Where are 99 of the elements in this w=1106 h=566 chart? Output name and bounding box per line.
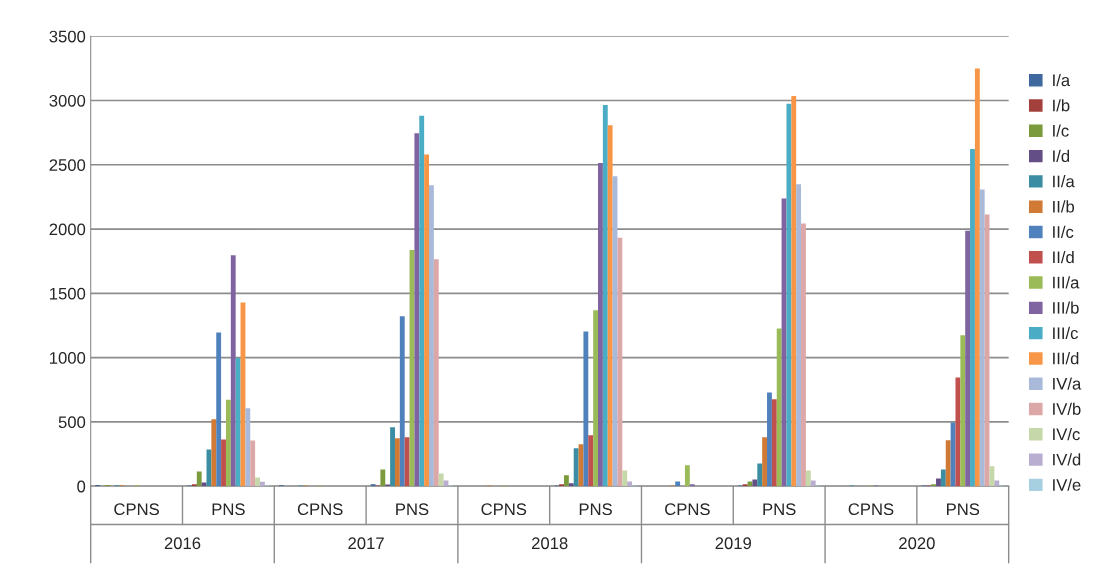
- legend-label: I/b: [1053, 99, 1070, 112]
- bar: [979, 189, 985, 487]
- legend-label: IV/e: [1053, 478, 1081, 491]
- bar: [622, 470, 628, 487]
- bar: [786, 103, 792, 487]
- bar: [573, 448, 579, 487]
- legend-label: II/b: [1053, 200, 1075, 213]
- legend-label: IV/d: [1053, 453, 1081, 466]
- legend-label: IV/a: [1053, 377, 1082, 390]
- bar: [563, 475, 569, 487]
- y-tick-label: 3500: [49, 30, 86, 43]
- bar: [255, 477, 260, 487]
- legend-label: I/a: [1053, 73, 1071, 87]
- bar: [970, 149, 975, 487]
- y-tick-label: 2500: [49, 159, 86, 171]
- bar: [960, 335, 966, 487]
- bar: [810, 480, 816, 487]
- legend-label: II/c: [1053, 225, 1074, 238]
- bar: [767, 392, 772, 487]
- bar: [965, 230, 971, 487]
- x-tick-label: PNS: [579, 503, 612, 516]
- x-tick-label: PNS: [763, 503, 796, 516]
- bar: [568, 483, 574, 487]
- bar: [955, 377, 961, 487]
- bar: [250, 440, 256, 487]
- bar: [433, 259, 439, 487]
- bar: [801, 223, 806, 487]
- bar: [424, 154, 429, 487]
- bar: [752, 479, 758, 487]
- y-tick-label: 2000: [49, 223, 86, 236]
- text: 2016: [164, 537, 201, 550]
- bar: [598, 163, 603, 487]
- legend-label: III/a: [1053, 276, 1080, 289]
- bar: [994, 480, 1000, 487]
- bar: [602, 104, 608, 487]
- text: 2017: [348, 537, 384, 550]
- x-tick-label: PNS: [396, 503, 429, 516]
- bar: [438, 473, 444, 487]
- legend-label: I/d: [1053, 149, 1070, 163]
- y-tick-label: 1000: [50, 352, 86, 364]
- bar: [235, 357, 241, 487]
- bar: [399, 316, 405, 487]
- bar: [390, 427, 395, 487]
- bar: [984, 214, 990, 487]
- bar: [216, 332, 222, 487]
- bar: [380, 469, 386, 487]
- bar: [627, 481, 633, 487]
- y-tick-label: 3000: [49, 94, 86, 107]
- bar: [945, 440, 951, 487]
- y-tick-label: 500: [58, 416, 86, 429]
- bar: [675, 481, 681, 487]
- legend-label: III/d: [1053, 352, 1079, 365]
- bar: [593, 310, 599, 487]
- bar: [196, 471, 202, 487]
- text: 2020: [899, 537, 935, 550]
- bar: [940, 469, 946, 487]
- bar: [796, 184, 802, 487]
- bar: [757, 463, 763, 487]
- bar: [936, 478, 941, 487]
- x-tick-label: CPNS: [481, 503, 527, 516]
- legend-label: I/c: [1053, 124, 1069, 137]
- legend-label: IV/c: [1053, 427, 1080, 441]
- bar: [394, 438, 400, 487]
- bar: [221, 439, 226, 487]
- bar: [419, 115, 425, 487]
- x-tick-label: CPNS: [665, 503, 710, 516]
- bar: [791, 95, 797, 487]
- legend-label: III/c: [1053, 326, 1079, 340]
- bar: [974, 68, 980, 487]
- legend-label: III/b: [1053, 301, 1079, 314]
- x-tick-label: PNS: [947, 503, 980, 516]
- x-tick-label: PNS: [212, 503, 245, 516]
- bar: [607, 125, 613, 487]
- bar: [225, 399, 231, 487]
- bar: [414, 133, 420, 487]
- bar: [684, 465, 690, 487]
- x-tick-label: CPNS: [114, 503, 159, 516]
- bar: [588, 435, 594, 487]
- bar: [583, 331, 589, 487]
- bar: [428, 185, 434, 487]
- bar: [762, 437, 768, 487]
- bar: [245, 408, 251, 487]
- bar: [805, 470, 811, 487]
- bar: [771, 399, 777, 487]
- x-tick-label: CPNS: [848, 503, 894, 516]
- legend-label: IV/b: [1053, 402, 1081, 415]
- x-tick-label: CPNS: [297, 503, 343, 516]
- bar: [404, 437, 410, 487]
- text: 2019: [715, 537, 752, 550]
- bar: [776, 328, 782, 487]
- legend-label: II/a: [1053, 175, 1075, 188]
- legend-label: II/d: [1053, 250, 1074, 264]
- bar: [211, 419, 217, 487]
- bar: [617, 237, 623, 487]
- y-tick-label: 1500: [50, 287, 86, 300]
- bar: [230, 255, 236, 487]
- y-tick-label: 0: [77, 480, 86, 493]
- bar: [259, 481, 265, 487]
- text: 2018: [531, 537, 568, 550]
